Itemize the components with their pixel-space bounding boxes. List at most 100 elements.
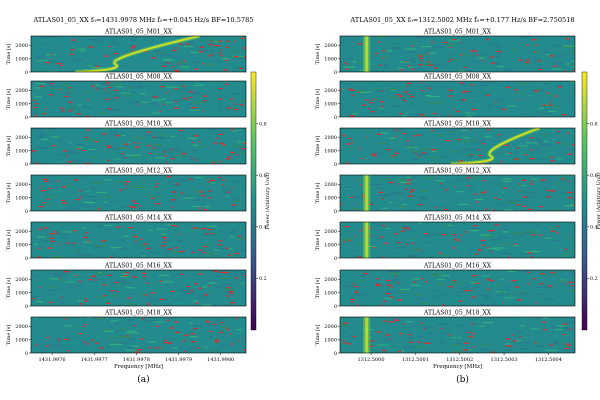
noise-cell bbox=[121, 135, 125, 137]
noise-cell bbox=[454, 351, 463, 353]
outlier-mark bbox=[102, 133, 107, 135]
noise-cell bbox=[523, 94, 532, 96]
noise-cell bbox=[138, 209, 145, 211]
noise-cell bbox=[487, 108, 492, 110]
noise-cell bbox=[380, 351, 388, 353]
noise-cell bbox=[162, 98, 166, 100]
y-tick-label: 0 bbox=[334, 304, 337, 310]
outlier-mark bbox=[418, 64, 423, 66]
noise-cell bbox=[50, 280, 61, 282]
outlier-mark bbox=[239, 67, 243, 70]
noise-cell bbox=[51, 175, 55, 177]
outlier-mark bbox=[343, 322, 349, 324]
noise-cell bbox=[564, 334, 570, 336]
noise-cell bbox=[166, 278, 177, 280]
noise-cell bbox=[51, 136, 60, 138]
noise-cell bbox=[175, 347, 186, 349]
heatmap-area bbox=[340, 270, 575, 306]
outlier-mark bbox=[220, 49, 223, 51]
outlier-mark bbox=[525, 61, 530, 63]
outlier-mark bbox=[131, 47, 135, 49]
noise-cell bbox=[407, 176, 419, 178]
noise-cell bbox=[399, 181, 411, 183]
noise-cell bbox=[34, 96, 42, 98]
noise-cell bbox=[543, 176, 549, 178]
outlier-mark bbox=[156, 183, 159, 185]
outlier-mark bbox=[137, 103, 139, 105]
noise-cell bbox=[489, 135, 497, 137]
outlier-mark bbox=[396, 299, 401, 301]
outlier-mark bbox=[167, 319, 170, 321]
outlier-mark bbox=[412, 135, 416, 137]
noise-cell bbox=[174, 327, 180, 329]
noise-cell bbox=[342, 187, 352, 189]
noise-cell bbox=[456, 191, 464, 193]
noise-cell bbox=[225, 83, 234, 85]
outlier-mark bbox=[340, 89, 343, 91]
outlier-mark bbox=[342, 135, 346, 137]
noise-cell bbox=[43, 82, 54, 84]
noise-cell bbox=[216, 183, 229, 185]
outlier-mark bbox=[388, 181, 394, 184]
noise-cell bbox=[476, 324, 481, 326]
noise-cell bbox=[171, 56, 180, 58]
noise-cell bbox=[68, 107, 76, 109]
noise-cell bbox=[116, 81, 124, 83]
y-axis-label: Time [s] bbox=[6, 44, 12, 65]
outlier-mark bbox=[107, 146, 112, 149]
noise-cell bbox=[372, 336, 383, 338]
outlier-mark bbox=[76, 113, 81, 115]
noise-cell bbox=[55, 191, 64, 193]
outlier-mark bbox=[486, 94, 490, 96]
noise-cell bbox=[445, 189, 454, 191]
y-tick-label: 0 bbox=[334, 115, 337, 121]
noise-cell bbox=[86, 248, 98, 250]
noise-cell bbox=[391, 129, 404, 131]
outlier-mark bbox=[106, 145, 111, 147]
outlier-mark bbox=[144, 275, 146, 277]
noise-cell bbox=[490, 93, 498, 95]
heatmap-area bbox=[31, 128, 246, 164]
outlier-mark bbox=[216, 45, 221, 47]
noise-cell bbox=[67, 178, 72, 180]
outlier-mark bbox=[219, 142, 224, 144]
outlier-mark bbox=[60, 296, 63, 298]
noise-cell bbox=[154, 342, 162, 344]
noise-cell bbox=[548, 110, 557, 112]
outlier-mark bbox=[454, 238, 457, 240]
noise-cell bbox=[223, 187, 231, 189]
noise-cell bbox=[524, 251, 533, 253]
noise-cell bbox=[201, 175, 212, 177]
noise-cell bbox=[556, 55, 564, 57]
noise-cell bbox=[508, 294, 513, 296]
outlier-mark bbox=[550, 230, 555, 232]
outlier-mark bbox=[402, 227, 408, 229]
noise-cell bbox=[548, 227, 555, 229]
noise-cell bbox=[340, 42, 347, 44]
outlier-mark bbox=[226, 295, 229, 297]
outlier-mark bbox=[565, 248, 568, 250]
noise-cell bbox=[545, 349, 557, 351]
noise-cell bbox=[490, 239, 502, 241]
outlier-mark bbox=[153, 147, 156, 149]
noise-cell bbox=[553, 340, 559, 342]
noise-cell bbox=[188, 228, 198, 230]
noise-cell bbox=[381, 55, 390, 57]
noise-cell bbox=[191, 144, 199, 146]
panel-title: ATLAS01_05_M18_XX bbox=[104, 310, 173, 317]
noise-cell bbox=[421, 345, 425, 347]
noise-cell bbox=[92, 140, 102, 142]
outlier-mark bbox=[213, 323, 217, 325]
noise-cell bbox=[180, 241, 189, 243]
outlier-mark bbox=[181, 153, 187, 155]
outlier-mark bbox=[549, 55, 554, 57]
noise-cell bbox=[565, 255, 573, 257]
noise-cell bbox=[474, 286, 480, 288]
noise-cell bbox=[131, 156, 139, 158]
noise-cell bbox=[189, 322, 194, 324]
x-tick-label: 1312.5000 bbox=[358, 357, 385, 363]
noise-cell bbox=[131, 345, 140, 347]
noise-cell bbox=[75, 239, 81, 241]
noise-cell bbox=[424, 63, 434, 65]
y-axis-label: Time [s] bbox=[6, 278, 12, 299]
